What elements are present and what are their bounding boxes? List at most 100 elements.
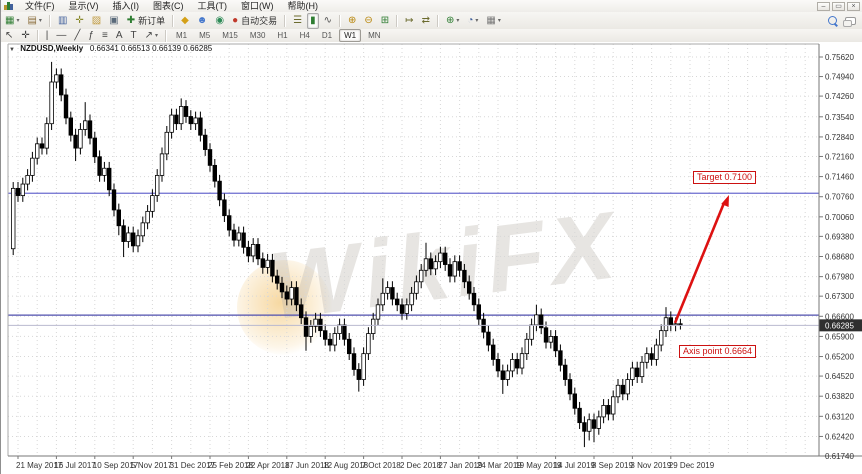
candle-chart-icon[interactable]: ▮	[307, 12, 319, 29]
menu-item-0[interactable]: 文件(F)	[25, 1, 55, 11]
new-order-label: 新订单	[138, 16, 166, 26]
auto-trading-icon: ●	[232, 14, 239, 26]
timeframe-m5[interactable]: M5	[199, 31, 211, 40]
profiles-icon[interactable]: ▤ ▾	[24, 13, 44, 29]
vertical-line-icon[interactable]: |	[43, 28, 52, 44]
market-watch-icon[interactable]: ▥	[55, 13, 70, 29]
new-chart-icon[interactable]: ▦ ▾	[2, 13, 22, 29]
date-tick-label: 29 Dec 2019	[669, 461, 715, 470]
dropdown-caret-icon[interactable]: ▾	[475, 18, 479, 24]
data-window-icon[interactable]: ✛	[72, 13, 86, 29]
candle	[611, 396, 616, 415]
candle	[202, 134, 208, 150]
dropdown-caret-icon[interactable]: ▾	[155, 33, 159, 39]
navigator-icon[interactable]: ▨	[89, 13, 104, 29]
crosshair-icon: ✛	[21, 29, 30, 41]
date-tick-label: 31 Dec 2017	[170, 461, 216, 470]
vertical-line-icon: |	[45, 29, 49, 41]
dropdown-caret-icon[interactable]: ▾	[16, 18, 20, 24]
crosshair-icon[interactable]: ✛	[18, 28, 32, 44]
line-chart-icon[interactable]: ∿	[321, 13, 335, 29]
date-tick-label: 7 Oct 2018	[362, 461, 402, 470]
bar-chart-icon[interactable]: ☰	[290, 13, 305, 29]
candle	[250, 244, 256, 257]
candle	[270, 259, 275, 277]
dropdown-caret-icon[interactable]: ▾	[456, 18, 460, 24]
close-button[interactable]: ×	[847, 1, 860, 11]
timeframe-m1[interactable]: M1	[176, 31, 188, 40]
timeframe-h1[interactable]: H1	[277, 31, 288, 40]
minimize-button[interactable]: –	[817, 1, 830, 11]
terminal-icon[interactable]: ▣	[106, 13, 121, 29]
profiles-icon: ▤	[27, 14, 37, 26]
candle	[63, 94, 69, 119]
equidistant-channel-icon[interactable]: ≡	[99, 28, 111, 44]
tile-windows-icon[interactable]: ⊞	[378, 13, 392, 29]
chat-icon[interactable]	[843, 16, 856, 27]
zoom-out-icon[interactable]: ⊖	[361, 13, 375, 29]
menu-item-3[interactable]: 图表(C)	[153, 1, 184, 11]
horizontal-line-icon[interactable]: —	[53, 28, 69, 44]
collapse-icon[interactable]: ▼	[9, 47, 15, 53]
horizontal-line-icon: —	[56, 29, 67, 41]
arrows-icon[interactable]: ↗ ▾	[142, 28, 161, 44]
timeframe-w1[interactable]: W1	[339, 29, 362, 42]
website-icon[interactable]: ◉	[212, 13, 227, 29]
candle	[539, 314, 544, 329]
dropdown-caret-icon[interactable]: ▾	[497, 18, 501, 24]
templates-icon[interactable]: ▦ ▾	[483, 13, 503, 29]
date-tick-label: 5 Nov 2017	[131, 461, 172, 470]
timeframe-d1[interactable]: D1	[321, 31, 333, 40]
dropdown-caret-icon[interactable]: ▾	[38, 18, 42, 24]
price-tick-label: 0.70760	[825, 193, 854, 202]
timeframe-h4[interactable]: H4	[299, 31, 310, 40]
candle	[15, 187, 21, 196]
menu-item-1[interactable]: 显示(V)	[68, 1, 99, 11]
menu-item-2[interactable]: 插入(I)	[112, 1, 140, 11]
auto-trading-button[interactable]: ● 自动交易	[229, 13, 280, 29]
candle	[587, 419, 592, 432]
text-label-icon[interactable]: T	[128, 28, 140, 44]
price-tick-label: 0.63120	[825, 412, 854, 421]
menu-item-4[interactable]: 工具(T)	[197, 1, 228, 11]
indicators-icon[interactable]: ⊕ ▾	[443, 13, 462, 29]
candle	[207, 149, 213, 166]
candle	[466, 281, 472, 294]
trend-arrow[interactable]	[673, 195, 729, 324]
menu-item-6[interactable]: 帮助(H)	[287, 1, 319, 11]
price-chart[interactable]: 0.75620 0.74940 0.74260 0.73540 0.72840 0.721…	[1, 42, 862, 474]
candle	[567, 379, 573, 395]
target-annotation[interactable]: Target 0.7100	[693, 171, 757, 184]
candle	[351, 353, 357, 370]
text-icon[interactable]: A	[113, 28, 126, 44]
history-center-icon: ◆	[181, 14, 189, 26]
search-icon[interactable]	[828, 16, 837, 25]
timeframe-m30[interactable]: M30	[249, 31, 266, 40]
cursor-icon[interactable]: ↖	[2, 28, 16, 44]
restore-button[interactable]: ▭	[832, 1, 845, 11]
new-order-button[interactable]: ✚ 新订单	[124, 13, 168, 29]
candle	[529, 324, 534, 340]
price-tick-label: 0.66600	[825, 312, 854, 321]
auto-scroll-icon[interactable]: ↦	[402, 13, 416, 29]
trendline-icon[interactable]: ╱	[71, 28, 83, 44]
chart-shift-icon[interactable]: ⇄	[419, 13, 433, 29]
date-tick-label: 25 Feb 2018	[208, 461, 253, 470]
timeframe-mn[interactable]: MN	[368, 31, 381, 40]
candle	[68, 117, 73, 136]
experts-icon[interactable]: ☻	[194, 13, 211, 29]
zoom-in-icon[interactable]: ⊕	[345, 13, 359, 29]
current-price-label: 0.66285	[825, 321, 854, 330]
periods-icon[interactable]: ◔ ▾	[464, 13, 481, 29]
axis-point-annotation[interactable]: Axis point 0.6664	[679, 345, 757, 358]
timeframe-m15[interactable]: M15	[222, 31, 238, 40]
candle	[59, 74, 64, 96]
history-center-icon[interactable]: ◆	[178, 13, 192, 29]
candle	[222, 199, 227, 217]
fibonacci-icon[interactable]: ƒ	[85, 28, 97, 44]
candle	[342, 324, 347, 340]
candle	[25, 175, 30, 185]
candle	[399, 304, 405, 314]
menu-item-5[interactable]: 窗口(W)	[241, 1, 274, 11]
candle	[543, 327, 549, 343]
